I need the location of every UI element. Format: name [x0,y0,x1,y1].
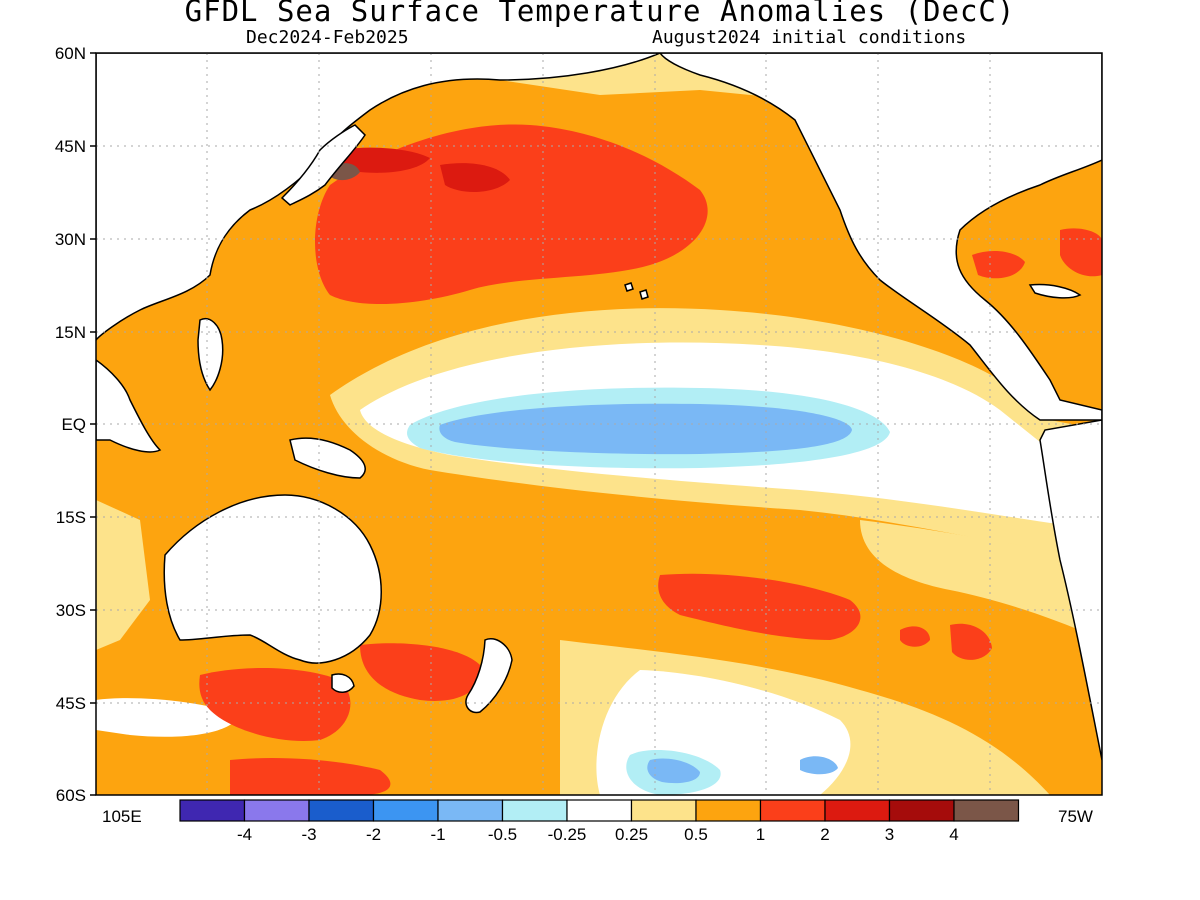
south-america-west [1039,419,1102,761]
gulf-warm [972,250,1025,279]
colorbar-swatch [759,799,826,822]
colorbar-label: 3 [885,825,894,844]
new-zealand [465,638,513,714]
atlantic-warm [1060,228,1102,277]
southern-ocean-warm-2 [230,758,391,795]
tasmania [331,673,355,693]
colorbar-label: -4 [237,825,252,844]
colorbar-label: 0.5 [684,825,708,844]
lat-label: 30S [56,601,86,620]
southern-ocean-warm [199,668,351,741]
colorbar-label: -1 [430,825,445,844]
colorbar-swatch [953,799,1020,822]
colorbar-label: -0.5 [488,825,517,844]
south-pacific-warm-band [658,573,861,640]
north-america [659,53,1102,421]
lat-label: 60S [56,786,86,805]
colorbar: -4 -3 -2 -1 -0.5 -0.25 0.25 0.5 1 2 3 4 [179,799,1020,844]
lat-label: 45S [56,694,86,713]
cuba [1028,283,1082,299]
lon-label-left: 105E [102,807,142,826]
lat-label: 15S [56,508,86,527]
lat-label: 60N [55,44,86,63]
south-cool-05 [647,758,700,784]
south-pacific-warm-east [950,623,992,660]
lat-label: EQ [61,415,86,434]
colorbar-label: -0.25 [548,825,587,844]
south-cool-east [800,756,838,775]
nw-pacific-warm-core [315,124,708,305]
colorbar-swatch [695,799,762,822]
colorbar-label: 1 [756,825,765,844]
colorbar-swatch [824,799,891,822]
lat-labels: 60N 45N 30N 15N EQ 15S 30S 45S 60S [55,44,86,805]
colorbar-swatch [566,799,633,822]
graticule [96,53,1102,795]
colorbar-label: 2 [820,825,829,844]
band-cool-05 [439,403,852,455]
sw-pale-patch [96,698,240,737]
band-west-pale [96,500,150,650]
forecast-period: Dec2024-Feb2025 [246,27,409,48]
japan [280,124,366,206]
colorbar-swatch [888,799,955,822]
colorbar-swatch [630,799,697,822]
australia [163,494,382,664]
lat-label: 15N [55,323,86,342]
colorbar-swatch [179,799,246,822]
south-pacific-warm-east2 [900,626,930,647]
indochina-borneo [96,359,162,453]
lon-label-right: 75W [1058,807,1093,826]
initial-conditions: August2024 initial conditions [652,27,967,48]
lat-ticks [90,52,96,796]
hawaii-2 [639,289,649,300]
colorbar-label: -2 [366,825,381,844]
npacific-warm-2 [440,163,510,192]
colorbar-swatch [372,799,439,822]
land-masses [96,53,1102,761]
colorbar-swatch [243,799,310,822]
philippines [197,318,224,392]
new-guinea [289,437,366,479]
map-title: GFDL Sea Surface Temperature Anomalies (… [184,0,1016,28]
hawaii-1 [624,282,634,292]
colorbar-label: -3 [301,825,316,844]
lat-label: 45N [55,137,86,156]
tasman-warm [360,643,481,701]
colorbar-label: 4 [949,825,958,844]
kuroshio-warm-2 [339,147,430,173]
anomaly-field [96,53,1102,795]
lat-label: 30N [55,230,86,249]
colorbar-swatch [308,799,375,822]
colorbar-label: 0.25 [615,825,648,844]
colorbar-swatch [501,799,568,822]
colorbar-swatch [437,799,504,822]
